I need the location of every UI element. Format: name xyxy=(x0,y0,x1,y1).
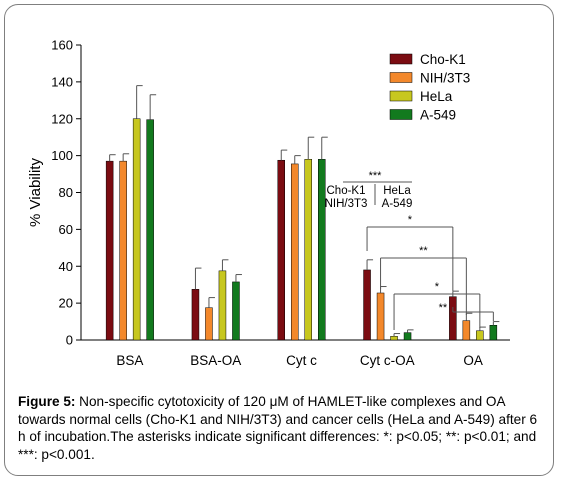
error-bars xyxy=(109,85,500,337)
bar-hela xyxy=(390,336,398,341)
bar-a-549 xyxy=(403,332,412,341)
group-right-label: A-549 xyxy=(382,198,413,210)
bar-nih-3t3 xyxy=(119,160,127,341)
x-tick-label: BSA xyxy=(116,353,143,368)
significance-marker: * xyxy=(408,214,413,226)
group-left-label: NIH/3T3 xyxy=(325,198,368,210)
axes: 0 20 40 60 80 100 120 140 160 % Viability BSA BSA-O… xyxy=(27,38,510,368)
x-tick-label: Cyt c xyxy=(286,353,317,368)
y-tick-label: 100 xyxy=(51,148,73,163)
significance-marker: *** xyxy=(369,170,383,182)
bar-hela xyxy=(132,118,141,341)
legend-swatch xyxy=(389,90,413,102)
caption-label: Figure 5: xyxy=(18,394,76,409)
group-right-label: HeLa xyxy=(383,185,411,197)
y-tick-label: 160 xyxy=(51,38,73,53)
y-tick-label: 140 xyxy=(51,74,73,89)
x-tick-label: OA xyxy=(463,353,483,368)
y-tick-label: 0 xyxy=(66,333,73,348)
caption-text: Non-specific cytotoxicity of 120 μM of H… xyxy=(18,394,538,462)
bar-nih-3t3 xyxy=(291,163,299,341)
y-tick-label: 40 xyxy=(59,259,73,274)
bar-hela xyxy=(476,330,484,341)
legend: Cho-K1 NIH/3T3 HeLa A-549 xyxy=(389,52,470,123)
bar-a-549 xyxy=(146,119,154,341)
bar-cho-k1 xyxy=(105,160,114,341)
bar-hela xyxy=(304,159,312,341)
viability-bar-chart: 0 20 40 60 80 100 120 140 160 % Viability BSA BSA-O… xyxy=(27,38,510,368)
figure-box: 0 20 40 60 80 100 120 140 160 % Viability BSA BSA-O… xyxy=(4,4,554,476)
significance-marker: ** xyxy=(439,302,448,314)
y-tick-label: 120 xyxy=(51,111,73,126)
legend-label: NIH/3T3 xyxy=(420,71,470,86)
y-tick-label: 60 xyxy=(59,222,73,237)
legend-swatch xyxy=(389,53,413,65)
y-tick-label: 20 xyxy=(59,296,73,311)
bar-a-549 xyxy=(489,325,498,341)
legend-label: HeLa xyxy=(420,89,453,104)
significance-marker: ** xyxy=(419,245,428,257)
bar-a-549 xyxy=(232,281,240,341)
legend-swatch xyxy=(389,72,413,83)
bar-cho-k1 xyxy=(449,296,457,341)
y-axis-label: % Viability xyxy=(27,158,44,227)
legend-swatch xyxy=(389,109,413,120)
bar-nih-3t3 xyxy=(462,320,471,341)
group-left-label: Cho-K1 xyxy=(327,185,366,197)
x-tick-label: Cyt c-OA xyxy=(360,353,415,368)
bars xyxy=(105,118,498,341)
bar-cho-k1 xyxy=(363,269,371,341)
x-tick-label: BSA-OA xyxy=(190,353,241,368)
bar-cho-k1 xyxy=(191,289,200,341)
significance-marker: * xyxy=(435,281,440,293)
bar-nih-3t3 xyxy=(376,292,385,341)
bar-hela xyxy=(218,270,227,341)
bar-nih-3t3 xyxy=(205,307,213,341)
legend-label: A-549 xyxy=(420,108,456,123)
figure-caption: Figure 5: Non-specific cytotoxicity of 1… xyxy=(18,393,542,463)
y-tick-label: 80 xyxy=(59,185,73,200)
bar-cho-k1 xyxy=(277,159,285,341)
bar-a-549 xyxy=(318,159,326,341)
legend-label: Cho-K1 xyxy=(420,52,466,67)
